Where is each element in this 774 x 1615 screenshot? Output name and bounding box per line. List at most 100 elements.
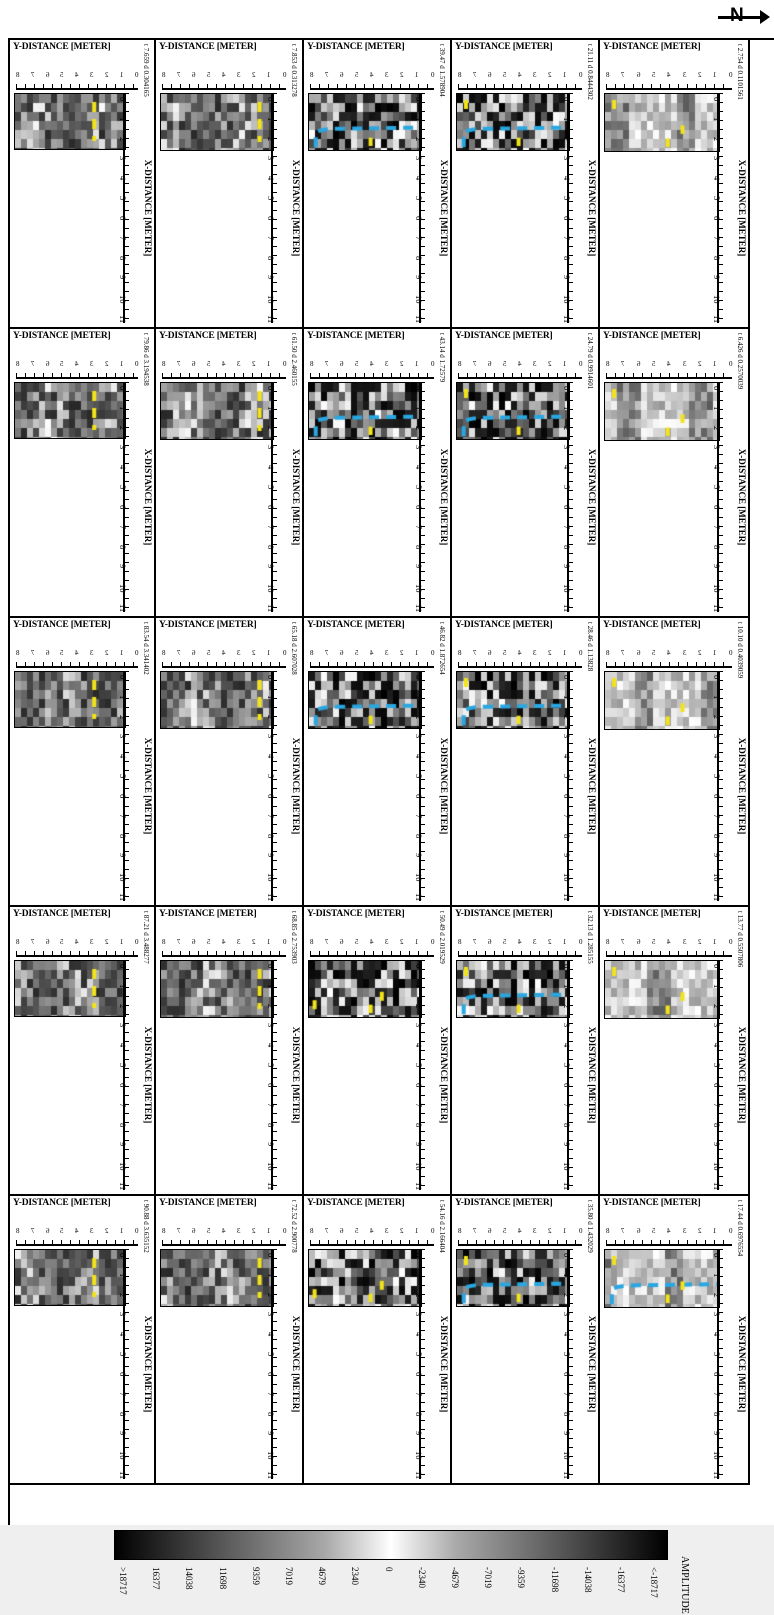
x-tick-label: 5: [266, 1063, 276, 1068]
gpr-panel: Y-DISTANCE [METER] 8 7 6 5 4 3 2 1 0 t 35.80 d 1.4…: [452, 1196, 600, 1485]
y-tick-label: 0: [430, 938, 435, 946]
panel-title: Y-DISTANCE [METER]: [455, 909, 553, 919]
y-tick-label: 5: [207, 71, 211, 79]
x-tick-label: 4: [712, 754, 722, 759]
y-tick-label: 6: [636, 649, 641, 657]
panel-title: Y-DISTANCE [METER]: [159, 909, 257, 919]
x-tick-label: 8: [414, 255, 424, 260]
y-tick-label: 7: [325, 938, 329, 946]
x-axis-ticks: [421, 382, 425, 612]
x-tick-label: 0: [118, 1253, 128, 1258]
x-tick-label: 11: [118, 315, 128, 324]
x-tick-label: 6: [414, 504, 424, 510]
x-tick-label: 2: [118, 1003, 128, 1008]
x-tick-label: 9: [712, 853, 722, 858]
x-tick-label: 0: [712, 964, 722, 969]
panel-time-depth: t 61.50 d 2.460155: [289, 333, 298, 387]
x-axis-label: X-DISTANCE [METER]: [587, 159, 597, 256]
y-axis-ticks: [16, 662, 138, 666]
panel-title: Y-DISTANCE [METER]: [455, 1198, 553, 1208]
panel-time-depth: t 7.853 d 0.313278: [289, 44, 298, 98]
y-axis-line: [458, 955, 582, 957]
x-tick-label: 6: [414, 1371, 424, 1377]
x-tick-label: 10: [562, 584, 572, 593]
panel-meta-text: t 87.21 d 3.488277: [142, 911, 150, 964]
colorbar-tick-label: -7019: [483, 1567, 494, 1588]
gpr-panel: Y-DISTANCE [METER] 8 7 6 5 4 3 2 1 0 t 87.21 d 3.4…: [10, 907, 156, 1196]
x-axis-label: X-DISTANCE [METER]: [439, 448, 449, 545]
y-tick-label: 7: [325, 71, 329, 79]
x-tick-label: 4: [562, 176, 572, 181]
x-axis-label: X-DISTANCE [METER]: [143, 448, 153, 545]
y-axis-ticks: [458, 1240, 582, 1244]
y-axis-ticks: [458, 951, 582, 955]
panel-title: Y-DISTANCE [METER]: [603, 42, 701, 52]
x-axis-label: X-DISTANCE [METER]: [439, 1026, 449, 1123]
panel-title: Y-DISTANCE [METER]: [13, 620, 111, 630]
y-axis-ticks: [162, 373, 286, 377]
x-tick-label: 3: [118, 156, 128, 161]
y-tick-label: 0: [728, 1227, 733, 1235]
x-axis-label: X-DISTANCE [METER]: [737, 448, 747, 545]
y-axis-line: [16, 666, 138, 668]
x-axis-label: X-DISTANCE [METER]: [143, 159, 153, 256]
x-tick-label: 10: [414, 295, 424, 304]
x-tick-label: 3: [414, 1023, 424, 1028]
y-tick-label: 1: [415, 360, 419, 368]
y-tick-label: 6: [45, 649, 50, 657]
y-tick-label: 8: [162, 360, 166, 368]
y-tick-label: 2: [104, 938, 109, 946]
y-tick-label: 4: [222, 938, 226, 946]
panel-title: Y-DISTANCE [METER]: [603, 620, 701, 630]
panel-meta-text: t 72.52 d 2.900778: [290, 1200, 298, 1253]
x-tick-label: 10: [712, 584, 722, 593]
x-tick-label: 5: [266, 1352, 276, 1357]
y-tick-label: 7: [177, 649, 181, 657]
x-tick-label: 6: [414, 215, 424, 221]
x-axis-label-box: X-DISTANCE [METER]: [289, 1248, 301, 1479]
x-tick-label: 2: [414, 714, 424, 719]
gpr-panel: Y-DISTANCE [METER] 8 7 6 5 4 3 2 1 0 t 13.77 d 0.5…: [600, 907, 750, 1196]
x-axis-label: X-DISTANCE [METER]: [737, 737, 747, 834]
y-tick-label: 6: [192, 1227, 196, 1235]
x-tick-label: 2: [562, 1003, 572, 1008]
x-tick-label: 10: [562, 873, 572, 882]
panel-time-depth: t 35.80 d 1.432029: [585, 1200, 594, 1254]
x-axis-ticks: [719, 1249, 723, 1479]
panel-meta-text: t 39.47 d 1.578904: [438, 44, 446, 97]
x-tick-label: 6: [266, 793, 276, 799]
x-tick-label: 2: [414, 1292, 424, 1297]
y-tick-label: 2: [104, 649, 109, 657]
y-tick-label: 8: [458, 649, 462, 657]
panel-title: Y-DISTANCE [METER]: [13, 331, 111, 341]
x-axis: 0 1 2 3 4 5 6 7 8 9 10 11: [562, 382, 583, 612]
x-axis-line: [419, 93, 421, 323]
colorbar-tick-label: >18717: [118, 1567, 128, 1595]
y-tick-label: 4: [75, 1227, 79, 1235]
y-tick-label: 0: [728, 71, 733, 79]
panel-title: Y-DISTANCE [METER]: [159, 1198, 257, 1208]
x-tick-label: 4: [266, 1043, 276, 1048]
x-axis-ticks: [569, 93, 573, 323]
y-axis-ticks-labels: 8 7 6 5 4 3 2 1 0: [458, 360, 582, 374]
x-tick-label: 1: [266, 983, 276, 989]
y-tick-label: 6: [45, 71, 50, 79]
x-axis: 0 1 2 3 4 5 6 7 8 9 10 11: [266, 382, 287, 612]
y-tick-label: 8: [458, 938, 462, 946]
y-tick-label: 7: [473, 938, 477, 946]
x-tick-label: 6: [562, 793, 572, 799]
y-tick-label: 3: [533, 1227, 537, 1235]
y-tick-label: 8: [310, 71, 314, 79]
x-tick-label: 7: [562, 235, 572, 240]
y-axis-ticks-labels: 8 7 6 5 4 3 2 1 0: [606, 1227, 732, 1241]
x-tick-label: 11: [266, 315, 276, 324]
y-tick-label: 8: [310, 649, 314, 657]
x-axis-line: [567, 93, 569, 323]
y-axis-line: [458, 377, 582, 379]
panel-time-depth: t 65.18 d 2.607028: [289, 622, 298, 676]
y-tick-label: 5: [503, 360, 507, 368]
x-tick-label: 10: [712, 1162, 722, 1171]
x-tick-label: 8: [712, 833, 722, 838]
x-tick-label: 4: [414, 1043, 424, 1048]
y-axis-ticks-labels: 8 7 6 5 4 3 2 1 0: [606, 360, 732, 374]
